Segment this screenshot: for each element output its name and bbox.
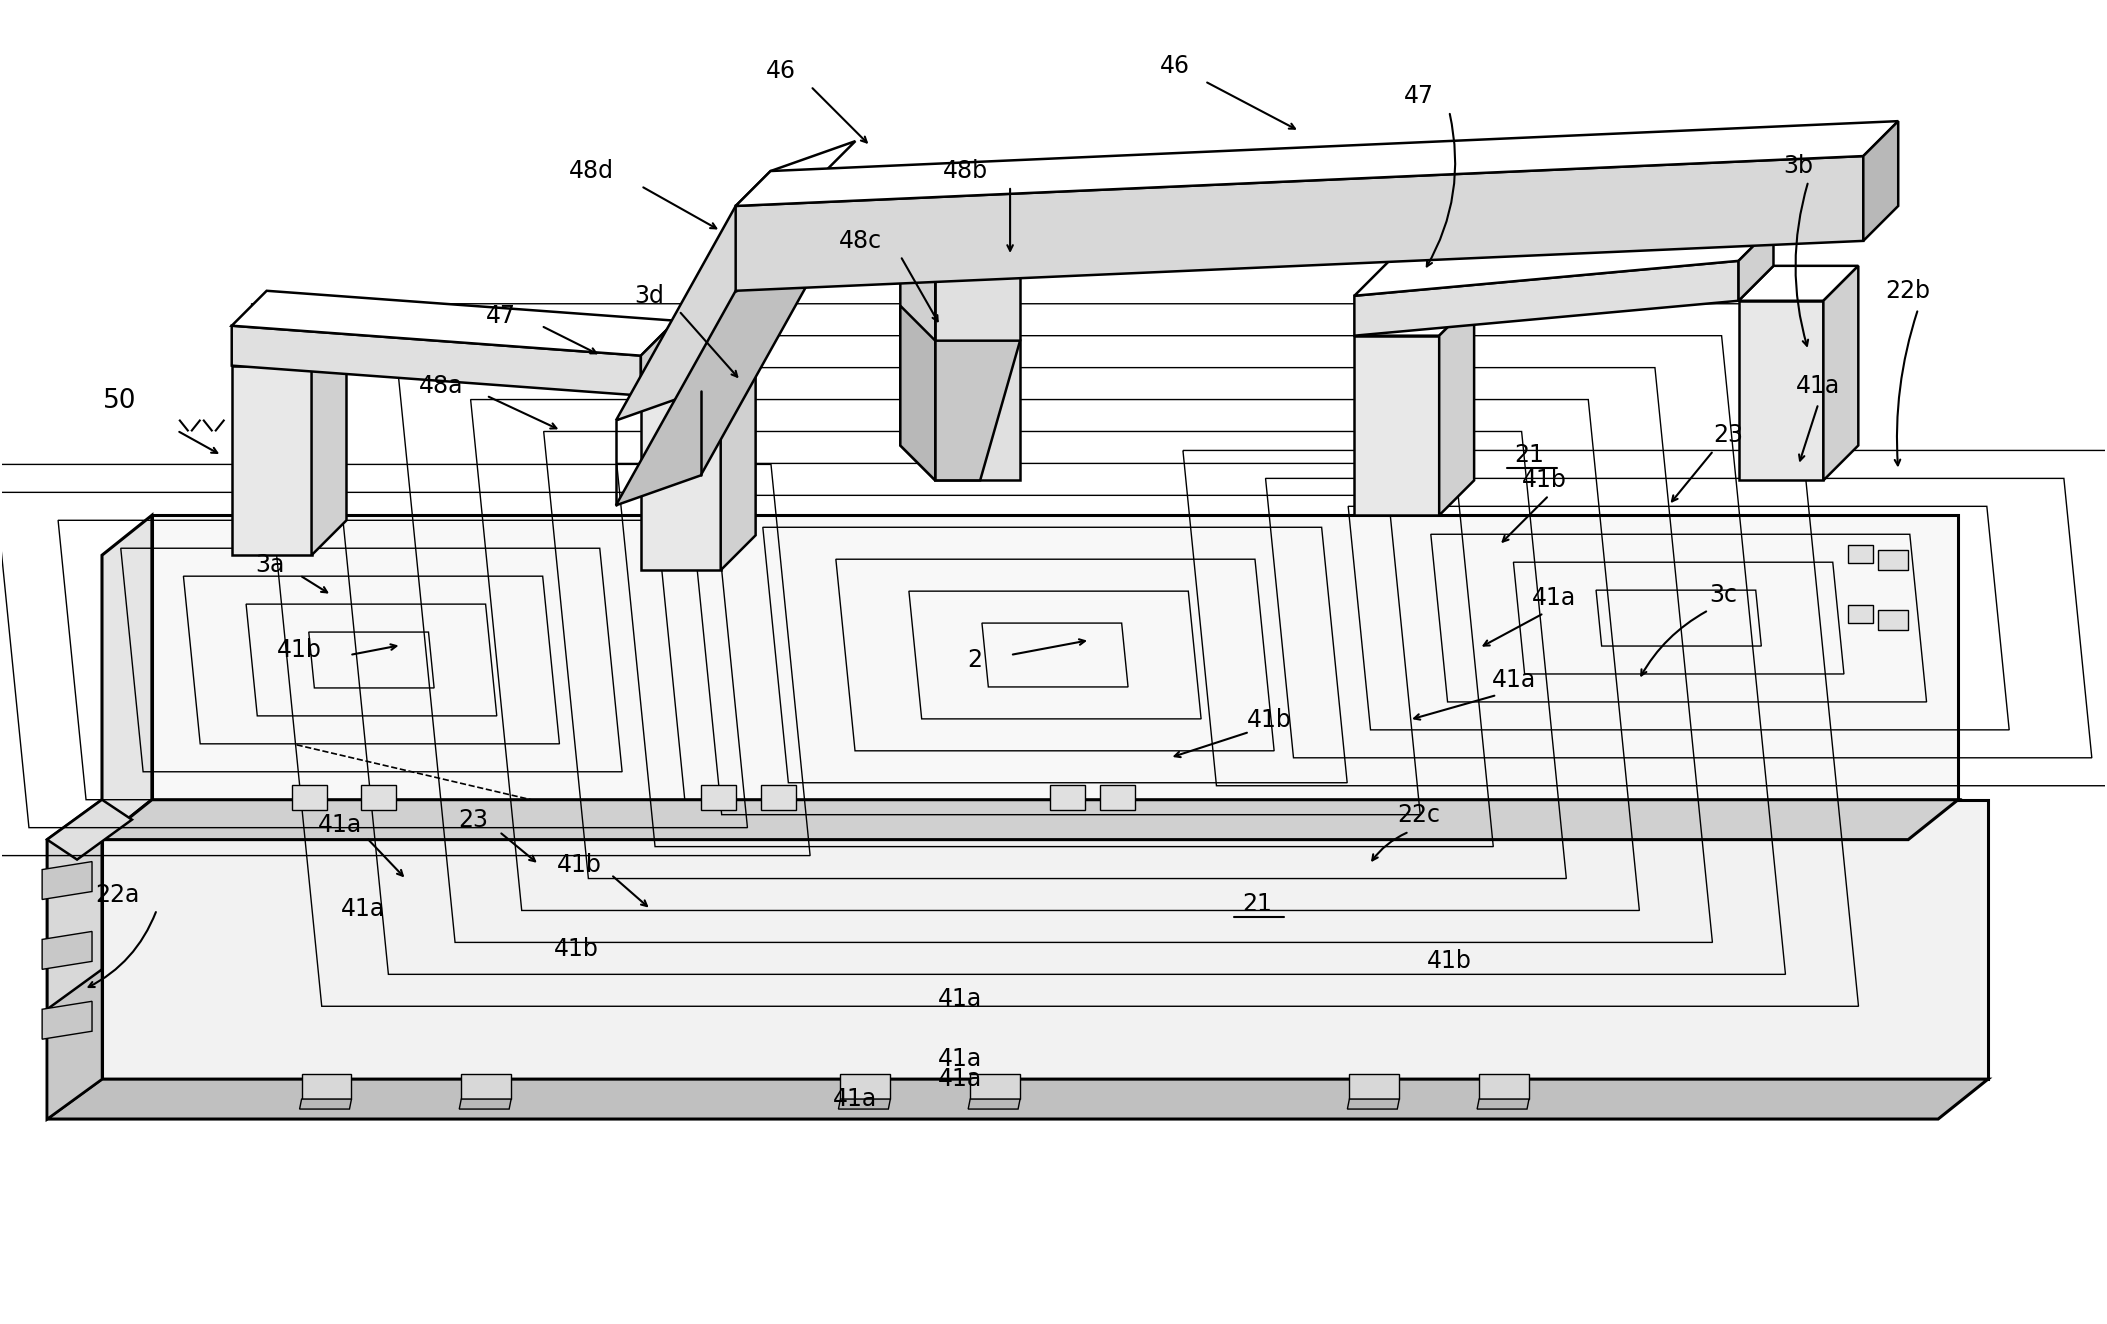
Polygon shape: [299, 1099, 352, 1110]
Polygon shape: [46, 969, 101, 1119]
Text: 46: 46: [765, 60, 796, 83]
Polygon shape: [839, 1099, 891, 1110]
Polygon shape: [1355, 301, 1475, 336]
Polygon shape: [42, 862, 93, 899]
Polygon shape: [1100, 785, 1136, 810]
Text: 41a: 41a: [938, 1067, 982, 1091]
Polygon shape: [900, 171, 936, 481]
Text: 48b: 48b: [942, 159, 988, 183]
Polygon shape: [735, 142, 855, 207]
Text: 48d: 48d: [569, 159, 613, 183]
Polygon shape: [641, 320, 676, 396]
Polygon shape: [232, 291, 676, 356]
Text: 41a: 41a: [318, 813, 362, 837]
Polygon shape: [46, 800, 101, 1119]
Text: 2: 2: [967, 647, 982, 673]
Polygon shape: [900, 306, 936, 481]
Text: 41a: 41a: [341, 898, 386, 922]
Polygon shape: [1877, 551, 1909, 571]
Polygon shape: [46, 1079, 1989, 1119]
Text: 3a: 3a: [255, 553, 284, 577]
Polygon shape: [232, 365, 312, 555]
Text: 41a: 41a: [938, 1047, 982, 1071]
Text: 41b: 41b: [1426, 949, 1471, 973]
Polygon shape: [1848, 545, 1873, 563]
Text: 41b: 41b: [1521, 469, 1566, 493]
Polygon shape: [936, 340, 1020, 481]
Text: 23: 23: [457, 808, 489, 831]
Text: 41b: 41b: [278, 638, 322, 662]
Text: 47: 47: [1403, 85, 1435, 109]
Text: 41b: 41b: [554, 937, 598, 961]
Text: 47: 47: [487, 303, 516, 328]
Polygon shape: [152, 515, 1957, 800]
Text: 22a: 22a: [95, 883, 139, 907]
Polygon shape: [1479, 1074, 1530, 1099]
Polygon shape: [232, 331, 346, 365]
Polygon shape: [969, 1099, 1020, 1110]
Polygon shape: [702, 785, 735, 810]
Polygon shape: [232, 326, 641, 396]
Polygon shape: [900, 171, 1020, 207]
Polygon shape: [362, 785, 396, 810]
Polygon shape: [735, 156, 1863, 291]
Polygon shape: [735, 120, 1898, 207]
Polygon shape: [641, 360, 756, 396]
Polygon shape: [312, 331, 346, 555]
Polygon shape: [1348, 1074, 1399, 1099]
Text: 3c: 3c: [1709, 583, 1738, 608]
Polygon shape: [969, 1074, 1020, 1099]
Polygon shape: [1355, 226, 1774, 295]
Text: 23: 23: [1713, 424, 1745, 448]
Polygon shape: [461, 1074, 512, 1099]
Text: 22b: 22b: [1886, 279, 1930, 303]
Text: 50: 50: [103, 388, 137, 413]
Polygon shape: [1355, 336, 1439, 515]
Polygon shape: [1477, 1099, 1530, 1110]
Text: 41a: 41a: [832, 1087, 877, 1111]
Polygon shape: [101, 800, 1957, 839]
Polygon shape: [841, 1074, 891, 1099]
Polygon shape: [1738, 301, 1823, 481]
Polygon shape: [42, 1001, 93, 1039]
Polygon shape: [101, 515, 152, 839]
Polygon shape: [101, 800, 1989, 1079]
Text: 41a: 41a: [1492, 669, 1536, 692]
Polygon shape: [1346, 1099, 1399, 1110]
Polygon shape: [42, 931, 93, 969]
Text: 41a: 41a: [1532, 587, 1576, 610]
Polygon shape: [1439, 301, 1475, 515]
Text: 48a: 48a: [419, 373, 464, 397]
Polygon shape: [1355, 261, 1738, 336]
Polygon shape: [1863, 120, 1898, 241]
Polygon shape: [1823, 266, 1858, 481]
Text: 41b: 41b: [1247, 708, 1292, 732]
Polygon shape: [46, 800, 133, 859]
Polygon shape: [615, 261, 820, 506]
Text: 41a: 41a: [1797, 373, 1842, 397]
Polygon shape: [1049, 785, 1085, 810]
Text: 21: 21: [1243, 892, 1273, 916]
Text: 46: 46: [1159, 54, 1190, 78]
Polygon shape: [1738, 226, 1774, 301]
Text: 21: 21: [1515, 444, 1544, 467]
Polygon shape: [301, 1074, 352, 1099]
Text: 3d: 3d: [634, 283, 664, 307]
Polygon shape: [459, 1099, 512, 1110]
Polygon shape: [761, 785, 796, 810]
Polygon shape: [1738, 266, 1858, 301]
Text: 22c: 22c: [1397, 802, 1441, 826]
Text: 3b: 3b: [1783, 154, 1814, 177]
Text: 41b: 41b: [556, 853, 600, 876]
Polygon shape: [615, 176, 820, 421]
Text: 48c: 48c: [839, 229, 883, 253]
Polygon shape: [721, 360, 756, 571]
Polygon shape: [291, 785, 327, 810]
Polygon shape: [641, 396, 721, 571]
Polygon shape: [936, 207, 1020, 481]
Text: 41a: 41a: [938, 988, 982, 1012]
Polygon shape: [1877, 610, 1909, 630]
Polygon shape: [1848, 605, 1873, 624]
